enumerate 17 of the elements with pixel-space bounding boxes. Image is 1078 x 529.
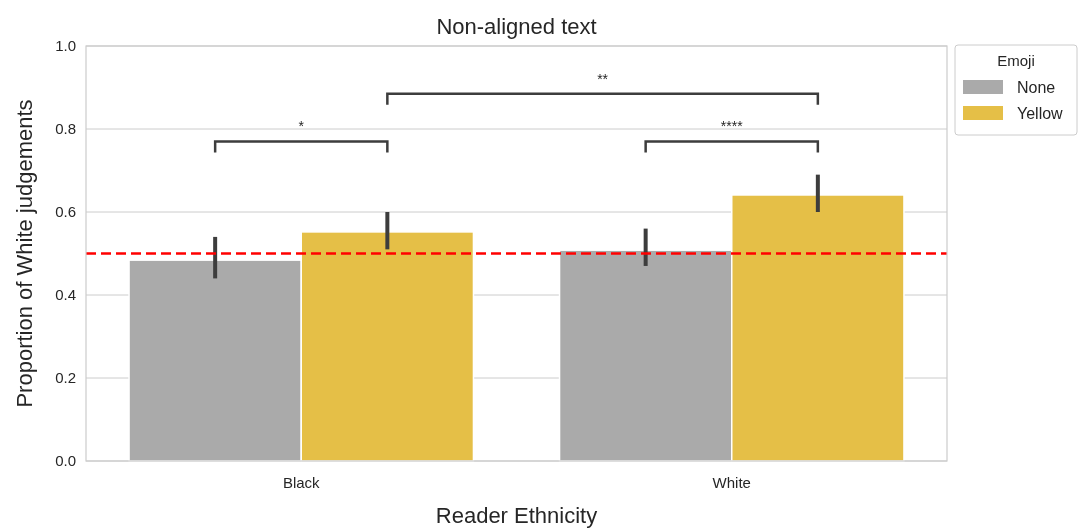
- legend-label: Yellow: [1017, 104, 1064, 122]
- y-tick-label: 0.4: [55, 286, 76, 304]
- x-axis-title: Reader Ethnicity: [435, 503, 598, 528]
- legend-label: None: [1017, 78, 1056, 96]
- annotation: ****: [720, 118, 744, 135]
- y-tick-label: 0.0: [55, 452, 76, 470]
- y-tick-label: 0.6: [55, 203, 76, 221]
- y-tick-label: 0.2: [55, 369, 76, 387]
- chart-title: Non-aligned text: [436, 14, 597, 39]
- y-tick-label: 0.8: [55, 120, 76, 138]
- legend-title: Emoji: [997, 52, 1035, 69]
- x-tick-label: Black: [282, 474, 321, 491]
- annotation: *: [298, 118, 305, 135]
- y-axis-title: Proportion of White judgements: [12, 99, 37, 408]
- x-tick-label: White: [712, 474, 751, 491]
- annotation: **: [597, 70, 609, 87]
- y-tick-label: 1.0: [55, 37, 76, 55]
